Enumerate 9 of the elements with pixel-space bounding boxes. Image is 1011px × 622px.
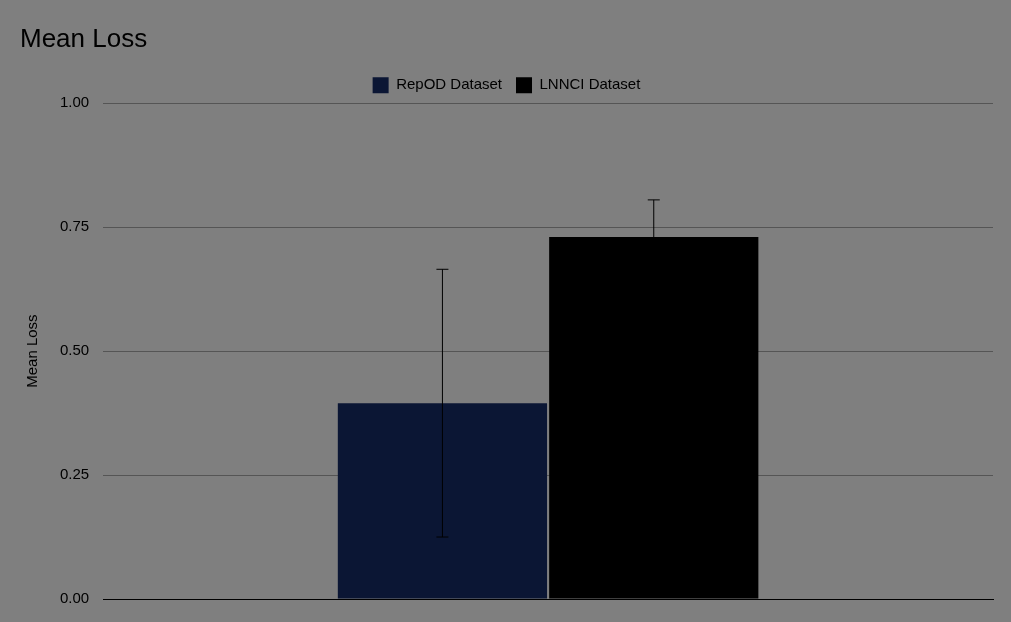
y-tick-label: 1.00	[59, 93, 90, 111]
y-axis-title: Mean Loss	[23, 314, 41, 388]
y-tick-label: 0.75	[59, 217, 90, 235]
y-tick-label: 0.50	[59, 341, 90, 359]
legend-label: RepOD Dataset	[396, 75, 503, 93]
y-tick-label: 0.00	[59, 589, 90, 607]
chart-title: Mean Loss	[20, 22, 148, 53]
y-tick-label: 0.25	[59, 465, 90, 483]
legend-label: LNNCI Dataset	[539, 75, 642, 93]
